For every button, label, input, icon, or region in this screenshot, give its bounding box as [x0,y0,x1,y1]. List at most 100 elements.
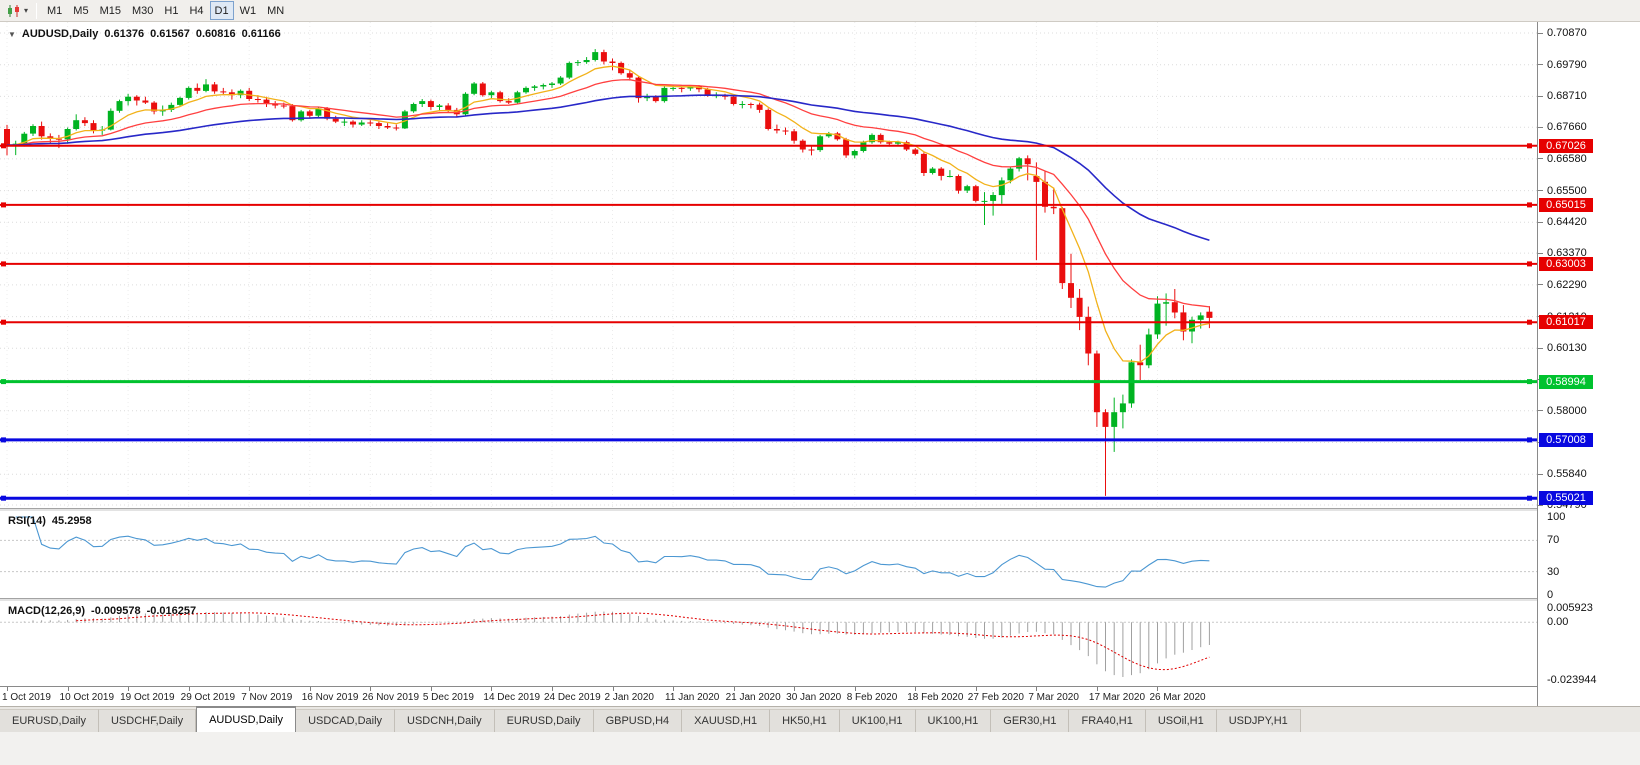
rsi-axis-label: 30 [1547,565,1560,578]
timeframe-button-d1[interactable]: D1 [209,1,234,20]
timeframe-button-h1[interactable]: H1 [164,4,179,17]
candle [765,108,772,131]
time-axis-label: 26 Mar 2020 [1149,692,1206,703]
timeframe-button-mn[interactable]: MN [267,4,285,17]
chart-tab-usdcad-daily[interactable]: USDCAD,Daily [296,709,396,732]
candle [38,121,45,140]
chart-tab-gbpusd-h4[interactable]: GBPUSD,H4 [593,709,683,732]
timeframe-button-m1[interactable]: M1 [47,4,63,17]
candle [851,149,858,159]
candle-body [125,96,132,102]
timeframe-button-m5[interactable]: M5 [73,4,89,17]
timeframe-button-m30[interactable]: M30 [131,4,154,17]
line-anchor-right[interactable] [1527,379,1532,385]
chart-tab-hk50-h1[interactable]: HK50,H1 [770,709,840,732]
candle-body [332,118,339,122]
candle-body [834,133,841,140]
candle [90,120,97,134]
candle-body [895,142,901,144]
chart-tab-audusd-daily[interactable]: AUDUSD,Daily [196,706,297,732]
line-anchor-right[interactable] [1527,495,1532,501]
price-axis[interactable]: 0.70870 0.69790 0.68710 0.67660 0.66580 0.655… [1537,22,1640,706]
price-tick-label: 0.65500 [1547,184,1587,197]
line-anchor-left[interactable] [1,319,6,325]
chart-tab-xauusd-h1[interactable]: XAUUSD,H1 [682,709,771,732]
candle [168,102,175,112]
chart-tab-eurusd-daily[interactable]: EURUSD,Daily [0,709,99,732]
time-axis-label: 16 Nov 2019 [301,692,359,703]
panel-splitter[interactable] [0,598,1537,602]
candle-body [626,73,633,78]
chart-tab-usdcnh-daily[interactable]: USDCNH,Daily [395,709,495,732]
price-tick-label: 0.70870 [1547,27,1587,39]
candle [1189,316,1195,344]
candle-body [1154,303,1161,335]
chart-tab-uk100-h1[interactable]: UK100,H1 [839,709,916,732]
candle [929,167,936,175]
candle [574,60,581,66]
candle [955,174,962,194]
chart-tab-uk100-h1[interactable]: UK100,H1 [915,709,992,732]
ohlc-open: 0.61376 [104,28,145,40]
candle [739,101,746,109]
rsi-canvas[interactable] [0,512,1537,598]
candle-body [687,86,694,89]
timeframe-button-w1[interactable]: W1 [239,4,257,17]
chart-tab-usoil-h1[interactable]: USOil,H1 [1145,709,1217,732]
candle [445,103,452,113]
time-tick-mark [128,687,130,691]
line-anchor-left[interactable] [1,261,6,267]
panel-splitter[interactable] [0,508,1537,512]
line-anchor-right[interactable] [1527,261,1532,267]
candle [549,82,555,88]
timeframe-button-h4[interactable]: H4 [189,4,204,17]
time-axis-label: 7 Nov 2019 [241,692,293,703]
time-axis-label: 14 Dec 2019 [483,692,541,703]
candle [782,127,789,135]
main-chart-panel: ▼ AUDUSD,Daily 0.61376 0.61567 0.60816 0… [0,22,1537,508]
candle [773,124,780,134]
line-anchor-left[interactable] [1,202,6,208]
chart-tab-fra40-h1[interactable]: FRA40,H1 [1069,709,1146,732]
timeframe-button-m15[interactable]: M15 [99,4,121,17]
time-tick-mark [1096,687,1098,691]
line-anchor-left[interactable] [1,437,6,443]
chart-tab-ger30-h1[interactable]: GER30,H1 [991,709,1070,732]
chart-type-button[interactable]: ▾ [3,1,31,21]
candle-body [739,104,746,105]
candle [1076,289,1083,331]
candle [479,82,486,97]
candle [635,76,642,103]
time-tick-mark [673,687,675,691]
line-anchor-right[interactable] [1527,143,1532,149]
candle [272,101,279,109]
line-anchor-right[interactable] [1527,202,1532,208]
time-axis[interactable]: 1 Oct 2019 10 Oct 2019 19 Oct 2019 29 Oct 2… [0,686,1537,706]
candle-body [263,99,270,104]
line-anchor-right[interactable] [1527,319,1532,325]
chart-tab-eurusd-daily[interactable]: EURUSD,Daily [494,709,594,732]
price-tick-mark [1538,126,1543,128]
candle [592,49,599,62]
line-anchor-left[interactable] [1,143,6,149]
candle [756,102,763,113]
candle-body [747,104,754,105]
line-anchor-left[interactable] [1,379,6,385]
price-level-box: 0.58994 [1539,374,1593,389]
line-anchor-right[interactable] [1527,437,1532,443]
candle [1068,253,1074,308]
candle [194,83,201,94]
candle-body [81,120,88,124]
chart-tab-usdchf-daily[interactable]: USDCHF,Daily [98,709,197,732]
macd-signal-value: -0.016257 [146,605,197,617]
line-anchor-left[interactable] [1,495,6,501]
main-chart-canvas[interactable] [0,22,1537,508]
candle-body [4,129,10,146]
time-axis-label: 29 Oct 2019 [180,692,236,703]
macd-canvas[interactable] [0,602,1537,686]
chart-window: ▼ AUDUSD,Daily 0.61376 0.61567 0.60816 0… [0,22,1640,706]
candle [1024,155,1031,181]
candle-body [600,52,607,62]
chart-tab-usdjpy-h1[interactable]: USDJPY,H1 [1216,709,1301,732]
candle [332,115,339,124]
